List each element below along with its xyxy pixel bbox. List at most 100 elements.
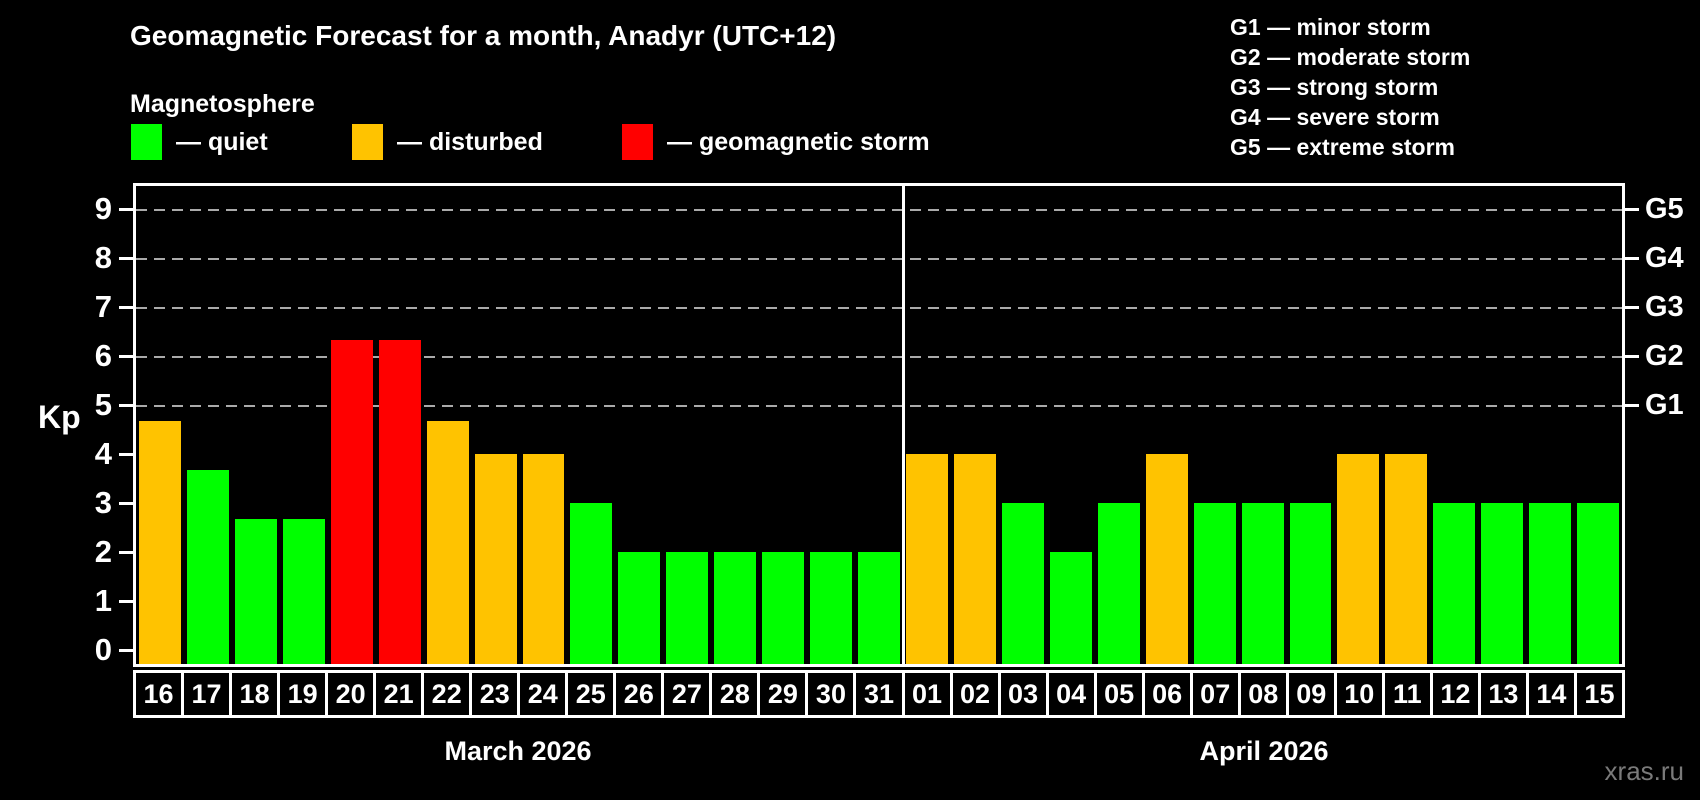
bar-slot bbox=[1478, 186, 1526, 664]
g-axis-label-G3: G3 bbox=[1645, 291, 1684, 323]
bar-slot bbox=[855, 186, 903, 664]
g-legend-line: G3 — strong storm bbox=[1230, 74, 1439, 100]
bar-slot bbox=[1143, 186, 1191, 664]
kp-bar-march-21 bbox=[378, 339, 421, 664]
month-divider-line bbox=[902, 186, 905, 664]
kp-bar-march-25 bbox=[570, 503, 613, 664]
y-tick-2 bbox=[119, 551, 133, 554]
y-tick-3 bbox=[119, 502, 133, 505]
day-label-march-28: 28 bbox=[712, 673, 761, 715]
kp-bars bbox=[136, 186, 1622, 664]
y-tick-label-5: 5 bbox=[94, 387, 112, 422]
kp-bar-april-03 bbox=[1001, 503, 1044, 664]
day-label-april-08: 08 bbox=[1241, 673, 1289, 715]
kp-bar-march-23 bbox=[474, 454, 517, 664]
bar-slot bbox=[1191, 186, 1239, 664]
kp-bar-march-31 bbox=[858, 552, 900, 664]
bar-slot bbox=[232, 186, 280, 664]
day-label-march-21: 21 bbox=[376, 673, 425, 715]
y-tick-label-7: 7 bbox=[94, 289, 112, 324]
bar-slot bbox=[1334, 186, 1382, 664]
day-label-march-31: 31 bbox=[856, 673, 905, 715]
kp-bar-march-30 bbox=[810, 552, 853, 664]
plot-area bbox=[133, 183, 1625, 667]
bar-slot bbox=[807, 186, 855, 664]
g-tick-G4 bbox=[1625, 257, 1639, 260]
gridline-kp-7 bbox=[136, 307, 1622, 309]
gridline-kp-5 bbox=[136, 405, 1622, 407]
day-label-march-26: 26 bbox=[616, 673, 665, 715]
bar-slot bbox=[759, 186, 807, 664]
g-tick-G5 bbox=[1625, 208, 1639, 211]
y-tick-label-6: 6 bbox=[94, 338, 112, 373]
g-axis-label-G1: G1 bbox=[1645, 389, 1684, 421]
quiet-legend-swatch bbox=[131, 124, 162, 160]
bar-slot bbox=[424, 186, 472, 664]
y-tick-label-9: 9 bbox=[94, 191, 112, 226]
day-label-april-15: 15 bbox=[1584, 678, 1615, 709]
kp-bar-april-02 bbox=[953, 454, 996, 664]
kp-bar-april-11 bbox=[1385, 454, 1428, 664]
day-label-march-17: 17 bbox=[184, 673, 233, 715]
bar-slot bbox=[472, 186, 520, 664]
g-tick-G3 bbox=[1625, 306, 1639, 309]
disturbed-legend-swatch bbox=[352, 124, 383, 160]
g-tick-G2 bbox=[1625, 355, 1639, 358]
day-label-april-04: 04 bbox=[1049, 673, 1097, 715]
y-tick-1 bbox=[119, 600, 133, 603]
g-axis-label-G4: G4 bbox=[1645, 242, 1684, 274]
day-label-april-02: 02 bbox=[953, 673, 1001, 715]
y-tick-label-8: 8 bbox=[94, 240, 112, 275]
day-label-march-23: 23 bbox=[472, 673, 521, 715]
bar-slot bbox=[1287, 186, 1335, 664]
kp-bar-march-24 bbox=[522, 454, 565, 664]
kp-bar-april-08 bbox=[1241, 503, 1284, 664]
g-axis-label-G5: G5 bbox=[1645, 193, 1684, 225]
bar-slot bbox=[280, 186, 328, 664]
disturbed-legend-label: — disturbed bbox=[397, 128, 543, 156]
y-tick-8 bbox=[119, 257, 133, 260]
day-label-april-13: 13 bbox=[1481, 673, 1529, 715]
y-tick-0 bbox=[119, 649, 133, 652]
bar-slot bbox=[615, 186, 663, 664]
day-label-march-29: 29 bbox=[760, 673, 809, 715]
y-tick-label-3: 3 bbox=[94, 485, 112, 520]
kp-bar-march-18 bbox=[234, 519, 277, 664]
g-legend-line: G4 — severe storm bbox=[1230, 104, 1440, 130]
bar-slot bbox=[951, 186, 999, 664]
kp-bar-april-15 bbox=[1577, 503, 1620, 664]
g-legend-line: G2 — moderate storm bbox=[1230, 44, 1471, 70]
bar-slot bbox=[136, 186, 184, 664]
day-label-april-11: 11 bbox=[1385, 673, 1433, 715]
day-label-april-01: 01 bbox=[905, 673, 953, 715]
bar-slot bbox=[184, 186, 232, 664]
g-tick-G1 bbox=[1625, 404, 1639, 407]
kp-bar-april-10 bbox=[1337, 454, 1380, 664]
y-tick-label-1: 1 bbox=[94, 583, 112, 618]
storm-legend-label: — geomagnetic storm bbox=[667, 128, 930, 156]
kp-bar-march-20 bbox=[330, 339, 373, 664]
day-label-april-09: 09 bbox=[1289, 673, 1337, 715]
gridline-kp-8 bbox=[136, 258, 1622, 260]
day-label-april-10: 10 bbox=[1337, 673, 1385, 715]
bar-slot bbox=[1239, 186, 1287, 664]
kp-bar-april-06 bbox=[1145, 454, 1188, 664]
bar-slot bbox=[903, 186, 951, 664]
g-scale-legend: G1 — minor storm G2 — moderate storm G3 — … bbox=[1230, 12, 1470, 162]
quiet-legend-label: — quiet bbox=[176, 128, 268, 156]
day-label-april-12: 12 bbox=[1433, 673, 1481, 715]
gridline-kp-9 bbox=[136, 209, 1622, 211]
y-tick-label-2: 2 bbox=[94, 534, 112, 569]
bar-slot bbox=[1095, 186, 1143, 664]
kp-bar-april-01 bbox=[906, 454, 948, 664]
kp-bar-march-28 bbox=[714, 552, 757, 664]
month-label-march: March 2026 bbox=[444, 736, 592, 766]
day-label-march-16: 16 bbox=[136, 673, 185, 715]
page-title: Geomagnetic Forecast for a month, Anadyr… bbox=[130, 20, 837, 51]
kp-bar-march-17 bbox=[186, 470, 229, 664]
bar-slot bbox=[1047, 186, 1095, 664]
day-label-april-03: 03 bbox=[1001, 673, 1049, 715]
kp-bar-march-29 bbox=[762, 552, 805, 664]
y-tick-7 bbox=[119, 306, 133, 309]
